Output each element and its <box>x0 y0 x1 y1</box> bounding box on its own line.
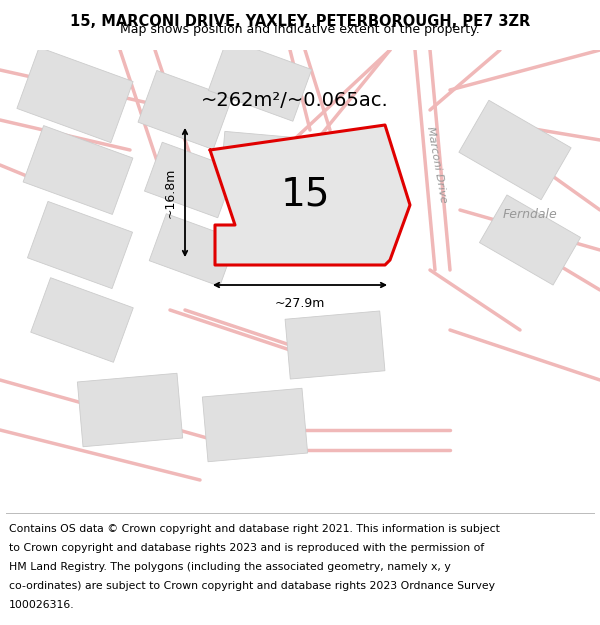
Bar <box>23 126 133 214</box>
Bar <box>285 311 385 379</box>
Bar <box>479 195 581 285</box>
Text: ~262m²/~0.065ac.: ~262m²/~0.065ac. <box>201 91 389 110</box>
Text: Ferndale: Ferndale <box>503 209 557 221</box>
Bar <box>202 388 308 462</box>
Text: ~16.8m: ~16.8m <box>164 168 177 217</box>
Bar <box>220 131 310 189</box>
Bar <box>77 373 182 447</box>
Text: 15: 15 <box>280 176 330 214</box>
Text: 15, MARCONI DRIVE, YAXLEY, PETERBOROUGH, PE7 3ZR: 15, MARCONI DRIVE, YAXLEY, PETERBOROUGH,… <box>70 14 530 29</box>
Text: to Crown copyright and database rights 2023 and is reproduced with the permissio: to Crown copyright and database rights 2… <box>9 542 484 552</box>
Bar <box>17 48 133 142</box>
Bar <box>28 201 133 289</box>
Bar <box>459 100 571 200</box>
Text: ~27.9m: ~27.9m <box>275 297 325 310</box>
Bar <box>31 278 133 362</box>
Text: Marconi Drive: Marconi Drive <box>425 126 449 204</box>
Text: co-ordinates) are subject to Crown copyright and database rights 2023 Ordnance S: co-ordinates) are subject to Crown copyr… <box>9 581 495 591</box>
Bar <box>138 71 232 149</box>
Text: Map shows position and indicative extent of the property.: Map shows position and indicative extent… <box>120 23 480 36</box>
Bar <box>145 142 236 218</box>
Text: HM Land Registry. The polygons (including the associated geometry, namely x, y: HM Land Registry. The polygons (includin… <box>9 562 451 572</box>
Bar <box>149 214 237 286</box>
Text: 100026316.: 100026316. <box>9 600 74 610</box>
Polygon shape <box>210 125 410 265</box>
Text: Contains OS data © Crown copyright and database right 2021. This information is : Contains OS data © Crown copyright and d… <box>9 524 500 534</box>
Bar <box>208 39 311 121</box>
